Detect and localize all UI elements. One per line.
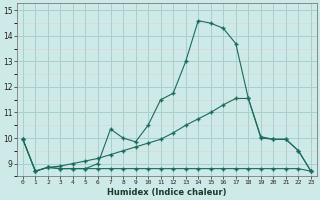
X-axis label: Humidex (Indice chaleur): Humidex (Indice chaleur): [107, 188, 227, 197]
